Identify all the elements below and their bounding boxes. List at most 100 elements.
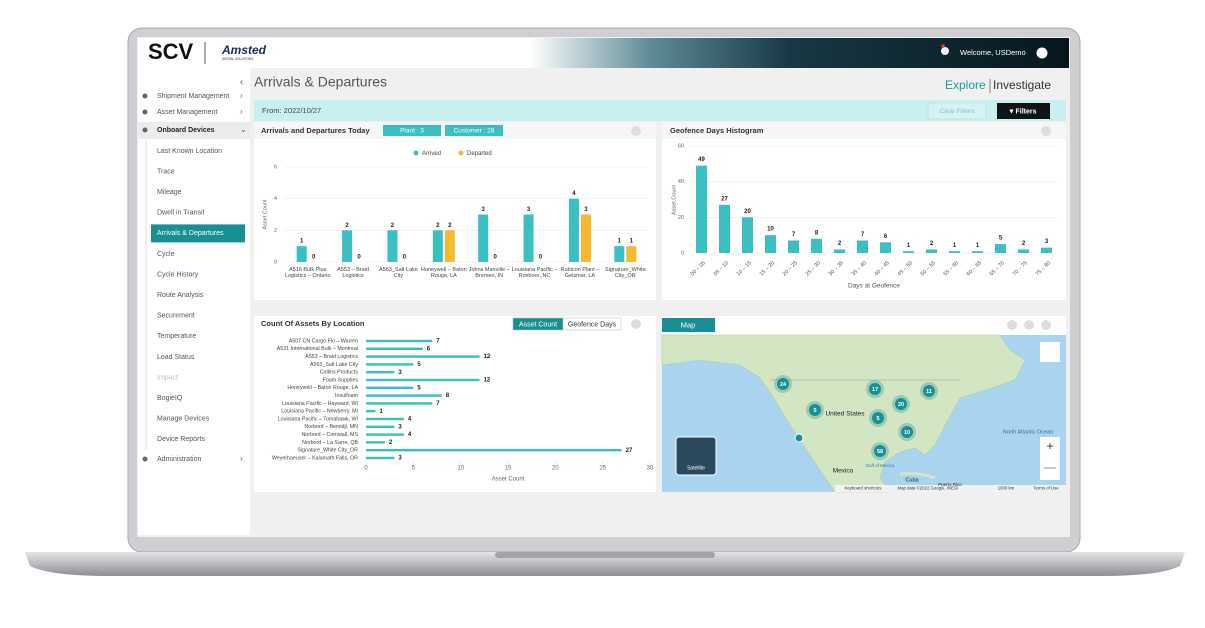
nav-subitem[interactable]: Load Status (157, 354, 195, 361)
investigate-tab[interactable]: Investigate (993, 78, 1051, 92)
filter-badge-label: Plant : 3 (400, 128, 424, 135)
x-tick-label: 15 (505, 466, 512, 472)
map-tab-label: Map (681, 320, 696, 329)
nav-group-active (138, 122, 250, 139)
y-tick-label: 6 (274, 164, 277, 170)
zoom-control[interactable] (1040, 437, 1060, 480)
map-cluster[interactable] (777, 378, 789, 390)
map-cluster[interactable] (895, 398, 907, 410)
bar (366, 371, 395, 374)
nav-subitem[interactable]: BogieIQ (157, 395, 183, 402)
bar-value-label: 7 (436, 339, 440, 345)
x-tick-label: Rubicon Plant – Geismar, LA (560, 267, 600, 280)
expand-button[interactable] (631, 126, 641, 136)
x-tick-label: 20 (552, 466, 559, 472)
filter-bar (254, 100, 1066, 121)
nav-subitem[interactable]: Cycle History (157, 271, 199, 278)
sidebar (138, 68, 250, 535)
y-tick-label: Weyerhaeuser – Kalamath Falls, OR (272, 455, 358, 461)
clear-filters-button[interactable] (927, 102, 987, 120)
y-tick-label: Louisiana Pacific – Hayward, WI (282, 401, 358, 407)
bar (432, 230, 443, 262)
nav-subitem[interactable]: Last Known Location (157, 148, 222, 155)
panel (254, 316, 656, 492)
bell-badge (941, 44, 945, 48)
nav-subitem[interactable]: Trace (157, 168, 175, 175)
bar (296, 246, 307, 262)
satellite-toggle[interactable] (675, 436, 717, 476)
map-footer-text: 1000 km (998, 486, 1015, 491)
zoom-in[interactable]: + (1046, 439, 1053, 453)
nav-subitem[interactable]: Route Analysis (157, 292, 204, 299)
bell-icon[interactable] (941, 47, 949, 55)
bar-value-label: 5 (417, 385, 421, 391)
bar-value-label: 2 (436, 223, 440, 229)
map-cluster-count: 24 (780, 382, 787, 388)
map-tool-button[interactable] (1024, 320, 1034, 330)
bar (568, 198, 579, 262)
map-tab[interactable] (662, 318, 715, 332)
map-cluster-count: 5 (813, 408, 816, 414)
filter-badge[interactable] (383, 125, 441, 136)
bar-value-label: 1 (618, 239, 622, 245)
nav-subitem[interactable]: Arrivals & Departures (157, 230, 224, 237)
nav-subitem[interactable]: Manage Devices (157, 416, 210, 423)
nav-subitem[interactable]: Cycle (157, 251, 175, 258)
bar (444, 230, 455, 262)
y-tick-label: 0 (681, 250, 684, 256)
x-tick-label: 25 (599, 466, 606, 472)
user-icon[interactable] (1036, 47, 1048, 59)
bar-value-label: 10 (767, 227, 774, 233)
bar-value-label: 7 (861, 232, 865, 238)
bar (995, 244, 1006, 253)
y-tick-label: Collins Products (320, 370, 359, 376)
map-tool-button[interactable] (1007, 320, 1017, 330)
nav-subitem[interactable]: Securement (157, 313, 195, 320)
map-cluster[interactable] (923, 385, 935, 397)
nav-subitem[interactable]: Impact (157, 374, 178, 381)
map-cluster[interactable] (874, 445, 886, 457)
fullscreen-button[interactable] (1040, 342, 1060, 362)
map[interactable]: + 24 17 11 5 20 5 10 58 United States Mexico Cuba G… (661, 334, 1066, 493)
chart-title: Arrivals and Departures Today (261, 126, 370, 135)
map-footer-text: Map data ©2022 Google, INEGI (898, 486, 959, 491)
expand-button[interactable] (631, 319, 641, 329)
map-cluster-count: 17 (872, 387, 878, 393)
expand-button[interactable] (1041, 126, 1051, 136)
map-cluster[interactable] (809, 404, 821, 416)
bar-value-label: 3 (584, 207, 588, 213)
y-tick-label: 4 (274, 196, 277, 202)
legend-label: Arrived (422, 151, 441, 157)
bar (811, 238, 822, 253)
bar-value-label: 0 (312, 255, 316, 261)
y-tick-label: Norbord – Cornwall, MS (301, 432, 358, 438)
y-tick-label: Norbord – La Sarre, QB (302, 440, 358, 446)
bar-value-label: 12 (484, 378, 491, 384)
map-place-label: Cuba (905, 477, 919, 483)
bar (366, 449, 622, 452)
nav-subitem[interactable]: Dwell in Transit (157, 210, 205, 217)
x-tick-label: Johns Manville – Bremen, IN (468, 267, 510, 280)
collapse-icon[interactable]: ‹ (240, 76, 243, 86)
filters-label: Filters (1015, 108, 1036, 115)
toggle-button[interactable] (562, 317, 622, 331)
filter-badge[interactable] (445, 125, 503, 136)
map-cluster[interactable] (872, 412, 884, 424)
bar (880, 242, 891, 253)
map-cluster[interactable] (901, 426, 913, 438)
bar (580, 214, 591, 262)
nav-icon (142, 456, 148, 462)
filters-button[interactable] (997, 103, 1050, 119)
bar-value-label: 0 (539, 255, 543, 261)
nav-subitem[interactable]: Mileage (157, 189, 182, 196)
map-cluster[interactable] (869, 383, 881, 395)
nav-subitem[interactable]: Device Reports (157, 436, 205, 443)
bar-value-label: 2 (1022, 241, 1026, 247)
nav-subitem[interactable]: Temperature (157, 333, 196, 340)
explore-tab[interactable]: Explore (945, 78, 986, 92)
y-tick-label: Insulfoam (335, 393, 359, 399)
header (138, 38, 1069, 68)
expand-button[interactable] (1041, 320, 1051, 330)
